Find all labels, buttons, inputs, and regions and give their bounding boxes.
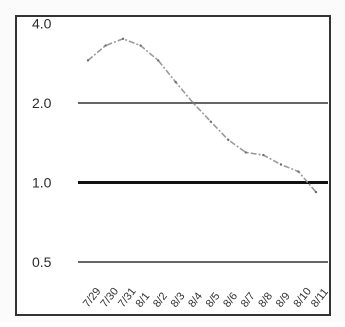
data-point — [121, 37, 125, 41]
data-point — [139, 44, 142, 47]
series-group — [86, 37, 318, 194]
reference-lines — [78, 102, 328, 263]
data-point — [244, 151, 248, 154]
y-tick-label: 2.0 — [32, 95, 52, 111]
y-axis-tick-labels: 4.0 2.0 1.0 0.5 — [32, 16, 52, 271]
data-point — [262, 153, 265, 157]
data-point — [297, 170, 300, 173]
data-point — [209, 120, 212, 123]
data-point — [314, 190, 318, 194]
data-point — [174, 80, 177, 84]
data-point — [156, 59, 160, 62]
y-tick-label: 1.0 — [32, 175, 52, 191]
y-tick-label: 4.0 — [32, 16, 52, 32]
y-tick-label: 0.5 — [32, 254, 52, 270]
data-point — [86, 59, 90, 62]
series-line — [87, 38, 317, 193]
data-point — [227, 138, 230, 142]
data-point — [279, 163, 283, 166]
plot-border — [15, 15, 331, 316]
data-point — [192, 101, 195, 105]
data-point — [104, 44, 107, 47]
